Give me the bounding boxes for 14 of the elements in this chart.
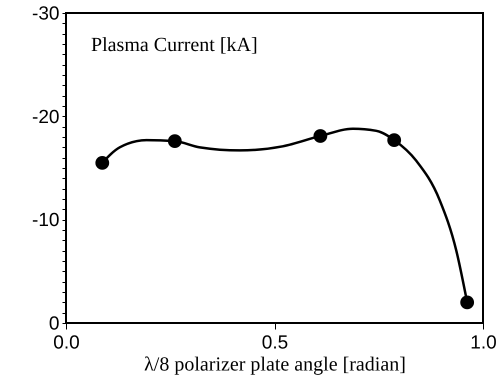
y-tick-label: 0 — [48, 314, 60, 334]
point — [95, 156, 110, 170]
y-tick-label: -20 — [32, 106, 60, 128]
point — [313, 129, 328, 143]
y-tick-label: -10 — [32, 210, 60, 232]
x-axis-title: λ/8 polarizer plate angle [radian] — [144, 354, 406, 376]
point — [387, 133, 402, 147]
x-tick-label: 0.0 — [53, 332, 80, 354]
y-axis-title: Plasma Current [kA] — [91, 34, 258, 56]
x-tick-label: 1.0 — [470, 332, 497, 354]
point — [460, 295, 474, 310]
point — [168, 134, 182, 148]
y-tick-label: -30 — [32, 4, 60, 24]
x-tick-label: 0.5 — [262, 332, 288, 354]
